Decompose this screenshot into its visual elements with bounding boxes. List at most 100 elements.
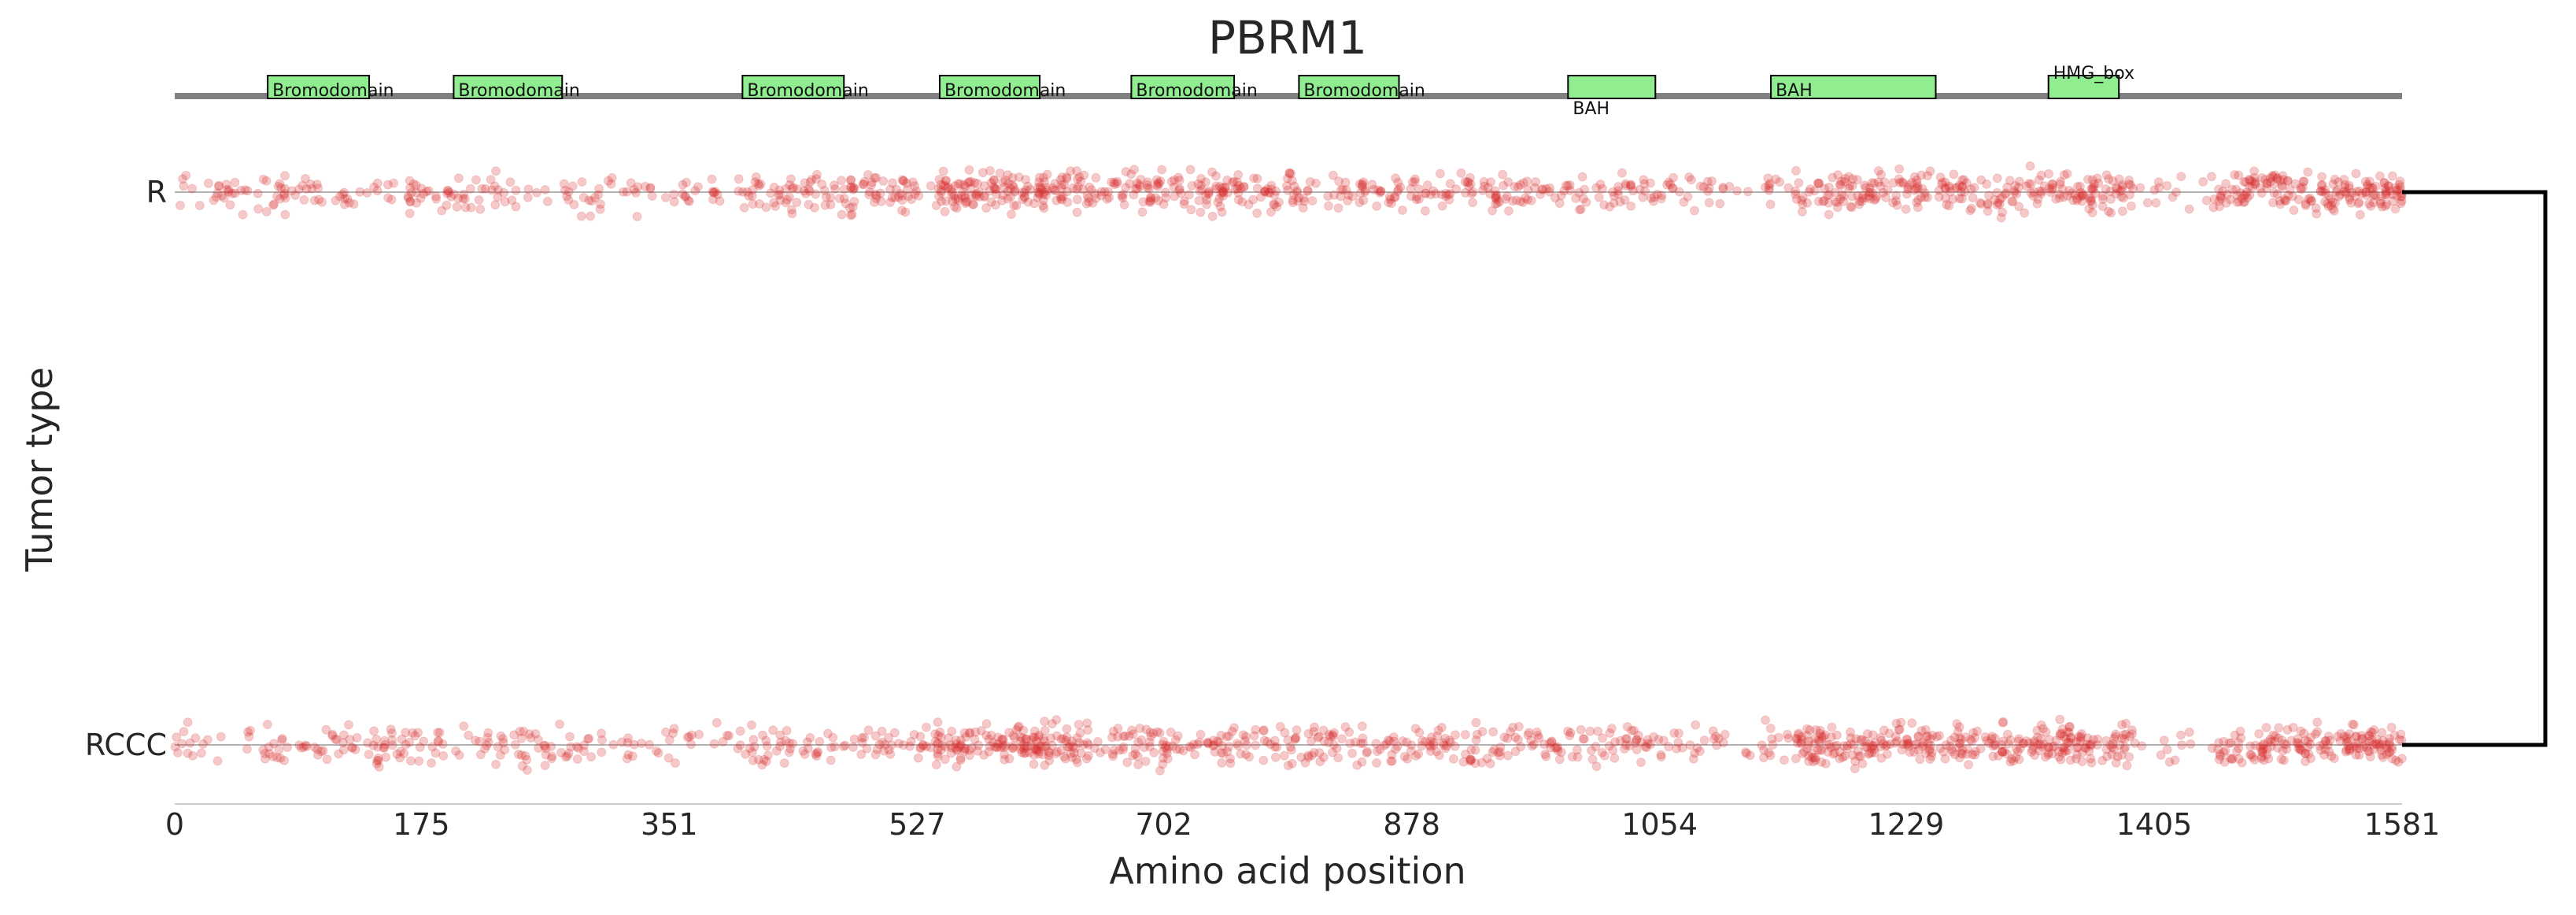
mutation-point [1451,184,1462,194]
mutation-point [1820,730,1831,740]
mutation-point [1082,738,1092,748]
mutation-point [1180,196,1189,206]
mutation-point [372,178,383,188]
mutation-point [1909,747,1919,757]
mutation-point [2047,184,2057,194]
mutation-point [1499,180,1509,191]
mutation-point [2270,736,2280,746]
mutation-point [1818,732,1828,742]
mutation-point [2324,191,2334,201]
mutation-point [893,192,904,202]
mutation-point [2003,739,2013,749]
mutation-point [1913,202,1923,213]
mutation-point [897,195,907,206]
mutation-point [183,717,193,728]
mutation-point [2094,178,2104,188]
mutation-point [1158,746,1168,756]
mutation-point [1609,191,1619,201]
mutation-point [1904,741,1913,751]
mutation-point [874,739,885,750]
mutation-point [2393,757,2404,767]
mutation-point [651,746,661,756]
mutation-point [522,765,532,775]
mutation-point [2234,743,2244,754]
mutation-point [597,735,607,745]
mutation-point [781,183,791,194]
mutation-point [1136,174,1146,184]
mutation-point [1048,740,1057,750]
mutation-point [1184,190,1194,200]
mutation-point [395,753,405,763]
mutation-point [1144,183,1155,194]
mutation-point [1062,172,1072,182]
mutation-point [664,735,674,745]
mutation-point [1940,183,1950,194]
mutation-point [965,728,975,738]
mutation-point [355,187,365,197]
mutation-point [998,740,1008,750]
mutation-point [2369,725,2379,735]
mutation-point [338,189,348,199]
mutation-point [2351,750,2361,760]
mutation-point [1373,185,1384,195]
mutation-point [785,192,794,202]
mutation-point [2242,187,2252,198]
mutation-point [1640,186,1650,196]
mutation-point [1994,750,2004,761]
mutation-point [321,724,331,735]
mutation-point [1158,753,1168,763]
mutation-point [2292,738,2302,748]
mutation-point [1306,736,1316,746]
mutation-point [1169,182,1179,192]
mutation-point [2013,736,2023,746]
mutation-point [1028,732,1038,743]
mutation-point [1232,739,1242,749]
mutation-point [1465,179,1476,189]
mutation-point [1605,202,1615,212]
mutation-point [941,196,951,206]
mutation-point [753,754,763,765]
mutation-point [775,737,785,747]
mutation-point [1633,730,1643,740]
mutation-point [2236,733,2246,743]
mutation-point [1940,754,1950,764]
mutation-point [1969,183,1979,193]
mutation-point [811,189,821,199]
mutation-point [1881,192,1890,202]
mutation-point [1984,738,1994,748]
mutation-point [1499,732,1510,743]
mutation-point [947,743,957,753]
mutation-point [1058,191,1068,202]
mutation-point [2055,728,2065,739]
mutation-point [2085,739,2095,750]
mutation-point [2234,754,2244,764]
mutation-point [1640,742,1650,752]
mutation-point [1759,753,1768,763]
mutation-point [2301,757,2311,766]
mutation-point [1664,177,1674,187]
mutation-point [1513,721,1524,732]
mutation-point [1791,165,1801,176]
mutation-point [1008,182,1018,192]
mutation-point [2317,180,2327,190]
mutation-point [693,182,703,192]
mutation-point [2029,736,2039,746]
mutation-point [961,196,970,206]
mutation-point [1238,730,1248,740]
mutation-point [1061,735,1071,746]
mutation-point [1844,172,1854,182]
mutation-point [618,187,628,197]
mutation-point [286,186,297,196]
mutation-point [1067,736,1077,746]
mutation-point [338,738,348,748]
mutation-point [891,184,901,194]
mutation-point [848,202,858,212]
mutation-point [1037,741,1047,751]
mutation-point [1465,172,1475,183]
mutation-point [1422,180,1432,191]
mutation-point [1133,751,1143,761]
mutation-point [663,753,674,763]
mutation-point [1003,194,1013,204]
mutation-point [408,179,419,189]
mutation-point [1154,179,1164,189]
